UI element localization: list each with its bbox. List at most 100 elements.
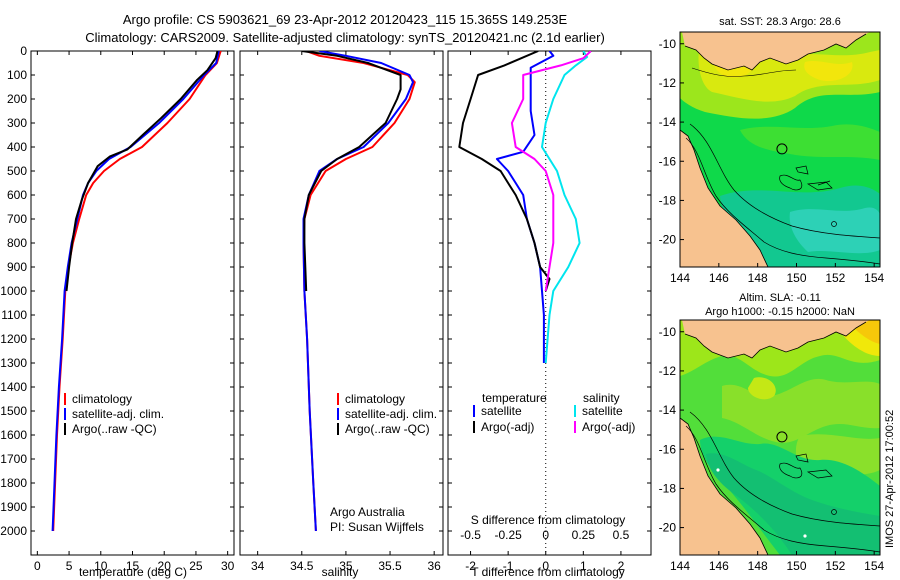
title-line-2: Climatology: CARS2009. Satellite-adjuste… xyxy=(85,30,605,45)
x-tick-label: 36 xyxy=(427,559,441,573)
lat-tick-label: -18 xyxy=(659,193,677,207)
depth-tick-label: 400 xyxy=(7,140,27,154)
x-tick-label: 20 xyxy=(158,559,172,573)
sla-map-axes: 144 146 148 150 152 154 -10 -12 -14 -16 -18 -20 xyxy=(659,325,885,573)
series-satellite-adj-clim- xyxy=(302,51,414,532)
salinity-panel: 34 34.5 35 35.5 36 climatology satellite-adj… xyxy=(239,50,444,579)
x-tick-label: 5 xyxy=(66,559,73,573)
salinity-x-label: salinity xyxy=(322,565,359,579)
depth-tick-label: 1500 xyxy=(0,404,27,418)
difference-axes-frame xyxy=(447,50,652,556)
sst-map-field xyxy=(680,32,880,267)
legend-label-s-argo: Argo(-adj) xyxy=(582,420,635,434)
difference-legend: temperature salinity satellite Argo(-adj… xyxy=(473,391,635,434)
x-tick-label: 15 xyxy=(126,559,140,573)
depth-tick-label: 1200 xyxy=(0,332,27,346)
x-tick-label: 2 xyxy=(618,559,625,573)
legend-label-climatology: climatology xyxy=(345,392,405,406)
sla-map-field xyxy=(680,320,880,555)
temperature-legend: climatology satellite-adj. clim. Argo(..… xyxy=(64,392,164,436)
series-argo-raw-qc- xyxy=(301,51,402,292)
s-tick-label: 0.5 xyxy=(613,528,630,542)
s-tick-label: -0.25 xyxy=(494,528,522,542)
legend-label-climatology: climatology xyxy=(72,392,132,406)
legend-label-t-argo: Argo(-adj) xyxy=(481,420,534,434)
lon-tick-label: 146 xyxy=(709,271,729,285)
depth-tick-label: 600 xyxy=(7,188,27,202)
sla-map: Altim. SLA: -0.11 Argo h1000: -0.15 h200… xyxy=(659,292,885,573)
depth-tick-label: 1600 xyxy=(0,428,27,442)
lat-tick-label: -14 xyxy=(659,115,677,129)
lat-tick-label: -14 xyxy=(659,403,677,417)
s-tick-label: -0.5 xyxy=(460,528,481,542)
depth-tick-label: 1000 xyxy=(0,284,27,298)
x-tick-label: 1 xyxy=(580,559,587,573)
depth-tick-label: 100 xyxy=(7,68,27,82)
x-tick-label: 35 xyxy=(339,559,353,573)
depth-axis: 0 100 200 300 400 500 600 700 800 900 1000 1100 1200… xyxy=(0,44,27,538)
lat-tick-label: -10 xyxy=(659,325,677,339)
sst-map-frame xyxy=(679,31,881,268)
series-climatology xyxy=(302,51,416,532)
lon-tick-label: 152 xyxy=(825,559,845,573)
sst-map: sat. SST: 28.3 Argo: 28.6 xyxy=(659,16,885,285)
imos-timestamp: IMOS 27-Apr-2012 17:00:52 xyxy=(884,410,896,548)
argo-float-marker xyxy=(776,431,788,443)
legend-label-argo: Argo(..raw -QC) xyxy=(72,422,157,436)
s-difference-label: S difference from climatology xyxy=(471,513,626,527)
depth-tick-label: 1300 xyxy=(0,356,27,370)
temperature-panel: 0100200300400500600700800900100011001200… xyxy=(0,44,234,579)
depth-tick-label: 500 xyxy=(7,164,27,178)
temperature-axes-frame xyxy=(30,50,235,556)
temperature-x-axis: 0 5 10 15 20 25 30 xyxy=(31,50,235,573)
depth-tick-label: 1900 xyxy=(0,500,27,514)
argo-australia-label: Argo Australia xyxy=(330,505,405,519)
depth-tick-label: 1100 xyxy=(1,308,27,322)
depth-tick-label: 0 xyxy=(20,44,27,58)
salinity-axes-frame xyxy=(239,50,444,556)
legend-title-salinity: salinity xyxy=(583,391,620,405)
depth-tick-label: 900 xyxy=(7,260,27,274)
argo-float-marker xyxy=(776,143,788,155)
legend-title-temperature: temperature xyxy=(482,391,547,405)
lat-tick-label: -12 xyxy=(659,76,677,90)
lon-tick-label: 146 xyxy=(709,559,729,573)
lon-tick-label: 154 xyxy=(864,271,884,285)
legend-label-t-satellite: satellite xyxy=(481,404,522,418)
lat-tick-label: -16 xyxy=(659,442,677,456)
series-temperature-satellite xyxy=(495,51,555,363)
lon-tick-label: 144 xyxy=(670,559,690,573)
depth-tick-label: 1700 xyxy=(0,452,27,466)
x-tick-label: 34.5 xyxy=(290,559,314,573)
lon-tick-label: 152 xyxy=(825,271,845,285)
sla-map-title-1: Altim. SLA: -0.11 xyxy=(739,292,821,304)
sla-map-frame xyxy=(679,319,881,556)
depth-tick-label: 700 xyxy=(7,212,27,226)
x-tick-label: -1 xyxy=(503,559,514,573)
t-difference-label: T difference from climatology xyxy=(471,565,625,579)
depth-tick-label: 1800 xyxy=(0,476,27,490)
difference-series xyxy=(458,51,592,364)
temperature-x-label: temperature (deg C) xyxy=(79,565,187,579)
series-salinity-satellite xyxy=(541,51,589,364)
temperature-series xyxy=(51,51,222,532)
x-tick-label: 30 xyxy=(221,559,235,573)
s-tick-label: 0.25 xyxy=(572,528,596,542)
series-satellite-adj-clim- xyxy=(51,51,220,532)
depth-tick-label: 1400 xyxy=(0,380,27,394)
salinity-x-axis: 34 34.5 35 35.5 36 xyxy=(240,50,443,573)
lat-tick-label: -16 xyxy=(659,154,677,168)
sst-map-axes: 144 146 148 150 152 154 -10 -12 -14 -16 -18 -20 xyxy=(659,37,885,285)
pi-label: PI: Susan Wijffels xyxy=(330,520,424,534)
lat-tick-label: -10 xyxy=(659,37,677,51)
lon-tick-label: 154 xyxy=(864,559,884,573)
lon-tick-label: 150 xyxy=(786,559,806,573)
lon-tick-label: 144 xyxy=(670,271,690,285)
x-tick-label: 0 xyxy=(34,559,41,573)
depth-tick-label: 300 xyxy=(7,116,27,130)
legend-label-satellite: satellite-adj. clim. xyxy=(345,407,437,421)
series-climatology xyxy=(52,51,222,532)
title-line-1: Argo profile: CS 5903621_69 23-Apr-2012 … xyxy=(123,12,568,27)
